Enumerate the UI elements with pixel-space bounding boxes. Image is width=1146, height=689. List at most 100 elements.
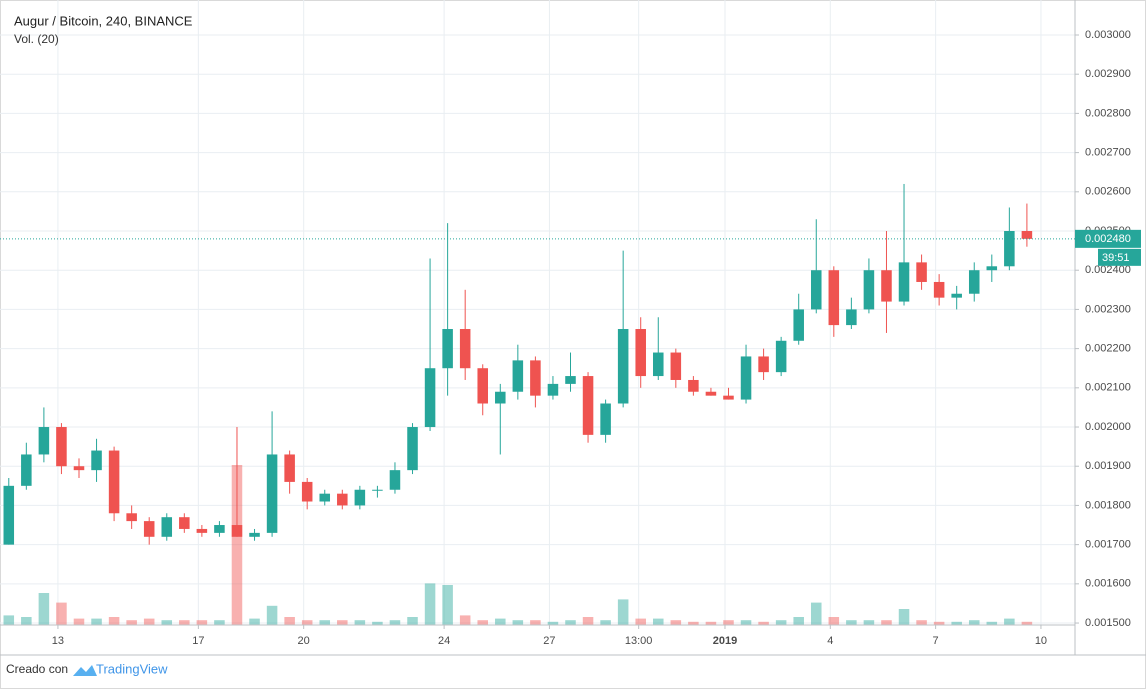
volume-bar (389, 620, 401, 625)
candle-body (73, 466, 85, 471)
x-tick-label: 4 (827, 635, 833, 647)
brand[interactable]: TradingView (73, 661, 168, 676)
y-tick-label: 0.001500 (1085, 617, 1131, 629)
brand-name[interactable]: TradingView (96, 661, 168, 676)
candle-body (705, 391, 717, 396)
volume-bar (301, 620, 313, 625)
volume-bar (477, 620, 488, 625)
y-tick-label: 0.002000 (1085, 421, 1131, 433)
y-tick-label: 0.003000 (1085, 29, 1131, 41)
candle-body (143, 521, 155, 537)
candle-body (372, 489, 383, 491)
volume-bar (21, 617, 32, 625)
volume-bar (898, 609, 910, 625)
candle-body (898, 262, 910, 302)
countdown-label: 39:51 (1102, 252, 1130, 264)
volume-bar (688, 621, 699, 625)
last-price-label: 0.002480 (1085, 233, 1131, 245)
candle-body (389, 470, 401, 490)
volume-bar (881, 620, 892, 625)
volume-bar (723, 620, 734, 625)
volume-bar (582, 617, 594, 625)
candle-body (354, 489, 366, 506)
volume-bar (828, 617, 840, 625)
y-tick-label: 0.001900 (1085, 460, 1131, 472)
y-tick-label: 0.002400 (1085, 264, 1131, 276)
candle-body (582, 376, 594, 435)
volume-bar (951, 621, 962, 625)
volume-bar (108, 617, 120, 625)
x-tick-label: 13 (52, 635, 64, 647)
volume-bar (266, 605, 278, 625)
candle-body (775, 340, 787, 373)
volume-bar (933, 621, 945, 625)
y-tick-label: 0.001600 (1085, 578, 1131, 590)
candle-body (1021, 231, 1033, 239)
volume-bar (530, 620, 541, 625)
volume-bar (846, 620, 857, 625)
candle-body (547, 383, 559, 396)
volume-bar (459, 615, 471, 625)
volume-bar (916, 620, 927, 625)
volume-bar (73, 618, 85, 625)
candle-body (284, 454, 295, 482)
candle-body (758, 356, 769, 373)
volume-bar (91, 618, 102, 625)
volume-bar (38, 593, 50, 625)
candle-body (407, 427, 418, 471)
y-tick-label: 0.002200 (1085, 343, 1131, 355)
candle-body (653, 352, 664, 377)
y-tick-label: 0.001800 (1085, 499, 1131, 511)
volume-bar (512, 620, 524, 625)
volume-bar (284, 617, 295, 625)
y-tick-label: 0.002800 (1085, 107, 1131, 119)
volume-bar (3, 615, 15, 625)
volume-bar (407, 617, 418, 625)
candle-body (688, 379, 699, 392)
candle-body (214, 525, 225, 533)
volume-bar (810, 602, 822, 625)
y-tick-label: 0.002900 (1085, 68, 1131, 80)
x-tick-label: 17 (192, 635, 204, 647)
volume-bar (635, 618, 646, 625)
x-tick-label: 13:00 (625, 635, 653, 647)
volume-bar (319, 620, 331, 625)
volume-bar (354, 620, 366, 625)
candle-body (3, 485, 15, 545)
volume-bar (775, 620, 787, 625)
x-tick-label: 27 (543, 635, 555, 647)
candle-body (91, 450, 102, 471)
y-tick-label: 0.001700 (1085, 539, 1131, 551)
volume-bar (1021, 621, 1033, 625)
x-tick-label: 10 (1035, 635, 1047, 647)
y-tick-label: 0.002300 (1085, 303, 1131, 315)
candle-body (810, 270, 822, 310)
volume-bar (863, 620, 875, 625)
volume-label: Vol. (20) (14, 32, 59, 46)
candle-body (477, 368, 488, 404)
candle-body (793, 309, 804, 341)
volume-bar (547, 621, 559, 625)
candle-body (108, 450, 120, 514)
candle-body (828, 270, 840, 326)
candle-body (863, 270, 875, 310)
candle-body (266, 454, 278, 533)
candle-body (301, 481, 313, 502)
candle-body (249, 532, 260, 537)
volume-bar (600, 620, 611, 625)
candle-body (512, 360, 524, 392)
candle-body (565, 376, 576, 384)
candle-body (740, 356, 752, 400)
volume-bar (249, 618, 260, 625)
footer-text: Creado con (6, 662, 68, 676)
candle-body (161, 517, 173, 537)
volume-bar (617, 599, 629, 625)
candle-body (846, 309, 857, 326)
volume-bar (1004, 618, 1015, 625)
candle-body (56, 427, 67, 467)
volume-bar (793, 617, 804, 625)
volume-bar (372, 621, 383, 625)
candle-body (635, 329, 646, 377)
